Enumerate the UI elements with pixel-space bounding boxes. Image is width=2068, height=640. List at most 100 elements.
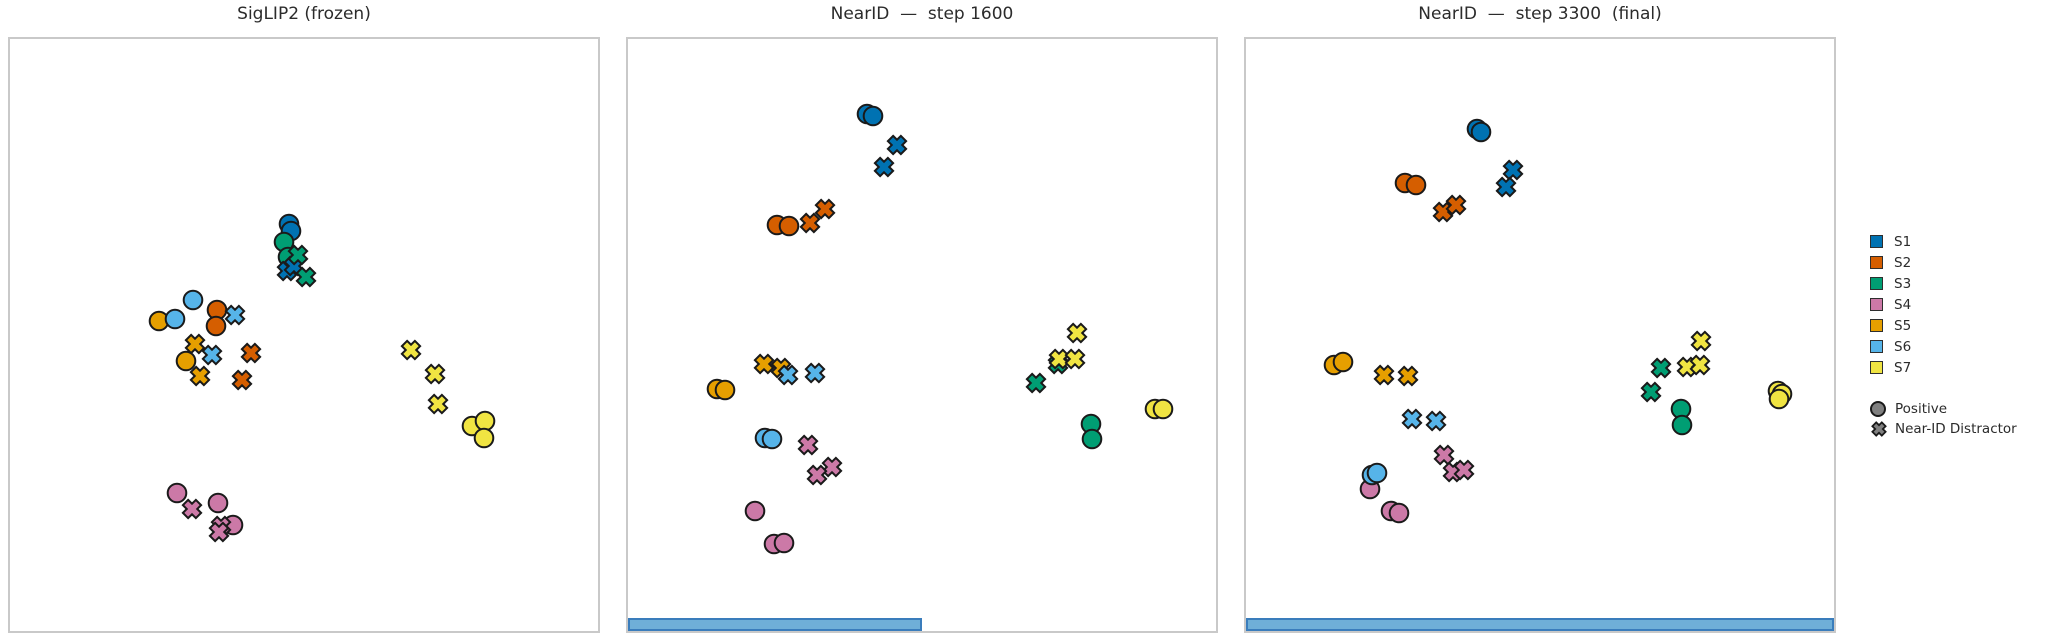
- point-S2-dist: [231, 369, 253, 391]
- distractor-x-icon: [1871, 421, 1887, 437]
- scatter-panel-siglip2: [8, 37, 600, 633]
- point-S6-pos: [164, 308, 186, 330]
- point-S7-dist: [1690, 330, 1712, 352]
- point-S4-dist: [1433, 444, 1455, 466]
- scatter-plot-siglip2: [148, 213, 496, 543]
- point-S5-pos: [1332, 351, 1354, 373]
- point-S2-pos: [778, 215, 800, 237]
- point-S3-dist: [1025, 372, 1047, 394]
- point-S1-pos: [862, 105, 884, 127]
- s5-color-swatch: [1870, 319, 1883, 332]
- positive-circle-icon: [1870, 401, 1886, 417]
- point-S7-pos: [1768, 388, 1790, 410]
- point-S7-dist: [1048, 348, 1070, 370]
- point-S7-dist: [1064, 348, 1086, 370]
- point-S2-pos: [205, 315, 227, 337]
- point-S2-dist: [814, 198, 836, 220]
- legend-item-s4: S4: [1870, 294, 2017, 315]
- legend-label: S5: [1894, 317, 1912, 334]
- legend-label: Positive: [1895, 401, 1948, 417]
- s6-color-swatch: [1870, 340, 1883, 353]
- training-progress-bar: [1246, 618, 1834, 631]
- point-S6-pos: [761, 428, 783, 450]
- point-S7-dist: [400, 339, 422, 361]
- point-S1-pos: [1470, 121, 1492, 143]
- panel-title-nearid-3300: NearID — step 3300 (final): [1418, 4, 1662, 24]
- point-S2-dist: [799, 212, 821, 234]
- point-S3-dist: [295, 266, 317, 288]
- point-S6-pos: [1366, 462, 1388, 484]
- point-S5-dist: [184, 333, 206, 355]
- point-S4-pos: [166, 482, 188, 504]
- point-S4-pos: [773, 532, 795, 554]
- legend-label: S4: [1894, 296, 1912, 313]
- scatter-panel-nearid-3300: [1244, 37, 1836, 633]
- panel-title-siglip2: SigLIP2 (frozen): [237, 4, 371, 24]
- point-S7-pos: [1152, 398, 1174, 420]
- point-S1-dist: [1502, 159, 1524, 181]
- panel-title-nearid-1600: NearID — step 1600: [830, 4, 1014, 24]
- point-S2-dist: [1445, 194, 1467, 216]
- point-S6-pos: [182, 289, 204, 311]
- legend-label: Near-ID Distractor: [1895, 421, 2017, 437]
- legend-item-near-id-distractor: Near-ID Distractor: [1870, 419, 2017, 439]
- point-S5-dist: [189, 365, 211, 387]
- point-S2-pos: [1405, 174, 1427, 196]
- point-S4-dist: [797, 434, 819, 456]
- legend-item-s1: S1: [1870, 231, 2017, 252]
- point-S4-dist: [806, 464, 828, 486]
- point-S6-dist: [777, 364, 799, 386]
- legend-label: S7: [1894, 359, 1912, 376]
- legend-label: S3: [1894, 275, 1912, 292]
- legend-item-s3: S3: [1870, 273, 2017, 294]
- point-S1-dist: [873, 156, 895, 178]
- point-S7-dist: [424, 363, 446, 385]
- point-S4-dist: [208, 521, 230, 543]
- point-S7-dist: [1689, 354, 1711, 376]
- point-S5-pos: [175, 350, 197, 372]
- marker-legend: Positive Near-ID Distractor: [1870, 399, 2017, 439]
- point-S5-dist: [1397, 365, 1419, 387]
- point-S3-dist: [1650, 357, 1672, 379]
- point-S2-dist: [240, 342, 262, 364]
- point-S6-dist: [804, 362, 826, 384]
- point-S6-dist: [224, 304, 246, 326]
- legend: S1 S2 S3 S4 S5 S6 S7 Positive Near-ID Di…: [1870, 231, 2017, 439]
- legend-item-s6: S6: [1870, 336, 2017, 357]
- point-S4-pos: [207, 492, 229, 514]
- legend-item-s2: S2: [1870, 252, 2017, 273]
- s4-color-swatch: [1870, 298, 1883, 311]
- point-S7-dist: [1066, 322, 1088, 344]
- s2-color-swatch: [1870, 256, 1883, 269]
- point-S7-dist: [427, 393, 449, 415]
- point-S6-dist: [1425, 410, 1447, 432]
- legend-label: S2: [1894, 254, 1912, 271]
- point-S5-dist: [753, 353, 775, 375]
- scatter-panel-nearid-1600: [626, 37, 1218, 633]
- point-S5-pos: [714, 379, 736, 401]
- legend-label: S6: [1894, 338, 1912, 355]
- point-S5-dist: [1373, 364, 1395, 386]
- point-S3-dist: [1640, 381, 1662, 403]
- point-S7-pos: [473, 427, 495, 449]
- point-S4-dist: [821, 456, 843, 478]
- point-S6-dist: [1401, 408, 1423, 430]
- point-S6-dist: [201, 344, 223, 366]
- point-S4-pos: [744, 500, 766, 522]
- legend-item-s7: S7: [1870, 357, 2017, 378]
- point-S3-pos: [1081, 428, 1103, 450]
- s7-color-swatch: [1870, 361, 1883, 374]
- point-S4-pos: [1388, 502, 1410, 524]
- point-S3-pos: [1671, 414, 1693, 436]
- scatter-plot-nearid-1600: [706, 103, 1174, 555]
- point-S1-dist: [886, 134, 908, 156]
- point-S7-pos: [474, 410, 496, 432]
- legend-item-positive: Positive: [1870, 399, 2017, 419]
- point-S1-dist: [1495, 176, 1517, 198]
- point-S3-dist: [287, 244, 309, 266]
- legend-label: S1: [1894, 233, 1912, 250]
- point-S4-dist: [1453, 459, 1475, 481]
- s1-color-swatch: [1870, 235, 1883, 248]
- point-S4-dist: [181, 498, 203, 520]
